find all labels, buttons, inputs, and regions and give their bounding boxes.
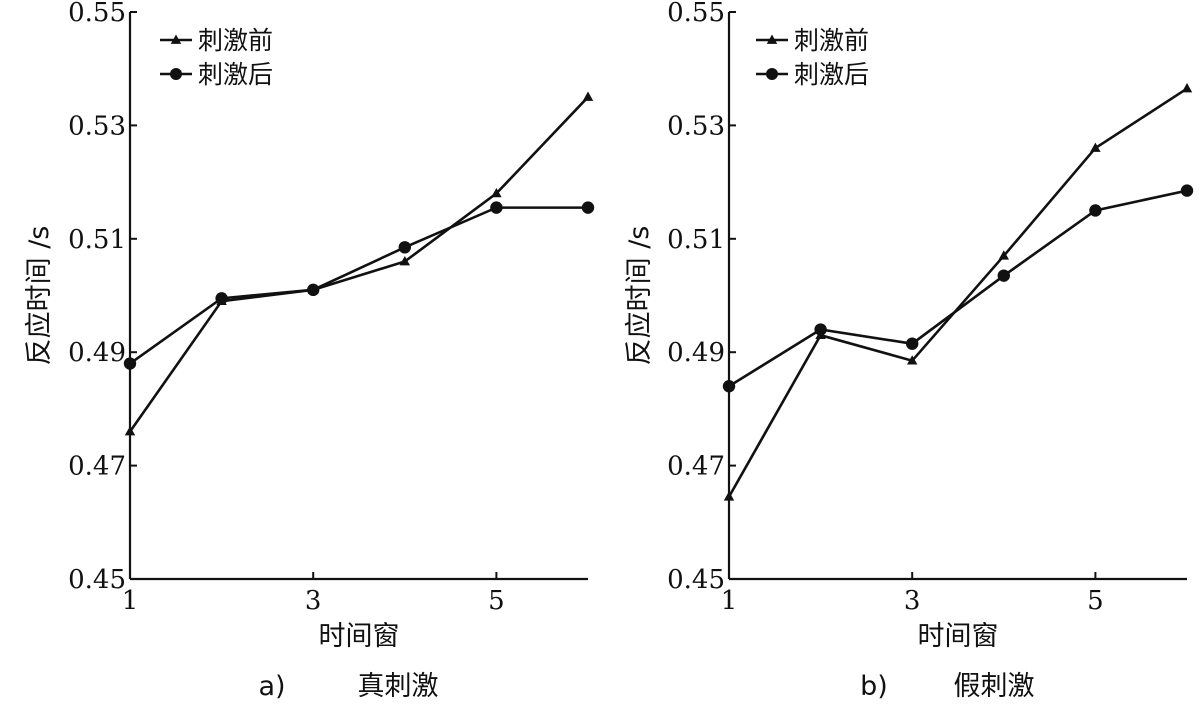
x-axis-title: 时间窗 bbox=[918, 621, 999, 652]
data-point-circle bbox=[722, 380, 736, 393]
y-tick-label: 0.55 bbox=[667, 0, 725, 28]
y-tick-label: 0.51 bbox=[68, 225, 126, 255]
legend-marker-circle bbox=[766, 68, 778, 80]
x-tick-label: 5 bbox=[488, 586, 505, 616]
legend-label: 刺激后 bbox=[198, 60, 273, 89]
series-line-1 bbox=[728, 189, 1188, 388]
data-point-circle bbox=[215, 292, 228, 305]
series-line-0 bbox=[727, 87, 1188, 498]
data-point-triangle bbox=[1090, 142, 1101, 152]
y-tick-label: 0.53 bbox=[667, 111, 725, 141]
y-tick-label: 0.49 bbox=[68, 338, 126, 368]
data-point-circle bbox=[997, 269, 1010, 282]
legend-label: 刺激后 bbox=[794, 60, 869, 89]
y-tick-label: 0.53 bbox=[68, 111, 126, 141]
x-tick-label: 1 bbox=[122, 586, 139, 616]
series-line-1 bbox=[129, 206, 588, 365]
data-point-triangle bbox=[399, 255, 411, 266]
x-tick-label: 3 bbox=[904, 586, 921, 616]
y-axis-title: 反应时间 /s bbox=[624, 226, 655, 366]
data-point-triangle bbox=[491, 187, 502, 198]
data-point-circle bbox=[490, 201, 503, 214]
data-point-triangle bbox=[723, 491, 735, 501]
data-point-triangle bbox=[1181, 83, 1193, 93]
data-point-triangle bbox=[906, 355, 918, 365]
series-line-0 bbox=[128, 96, 589, 433]
panel-b-label: b) bbox=[860, 671, 888, 702]
data-point-circle bbox=[307, 283, 320, 297]
data-point-circle bbox=[398, 241, 411, 254]
data-point-triangle bbox=[998, 250, 1010, 260]
y-tick-label: 0.45 bbox=[68, 565, 126, 595]
panel-b: b) 假刺激 0.45 0.47 0.49 0.51 0.53 0.55 1 3 5 时间窗 反应时… bbox=[624, 0, 1194, 702]
data-point-circle bbox=[906, 337, 919, 350]
legend-marker-triangle bbox=[170, 34, 182, 44]
panel-a-caption: 真刺激 bbox=[358, 671, 439, 702]
panel-a: a) 真刺激 0.45 0.47 0.49 0.51 0.53 0.55 1 3 5 时间窗 反应时… bbox=[24, 0, 595, 702]
legend-marker-triangle bbox=[766, 34, 778, 44]
data-point-circle bbox=[123, 357, 137, 370]
x-tick-label: 5 bbox=[1087, 586, 1104, 616]
x-tick-label: 1 bbox=[721, 586, 738, 616]
legend-label: 刺激前 bbox=[794, 26, 869, 55]
y-axis-title: 反应时间 /s bbox=[24, 226, 55, 366]
y-tick-label: 0.51 bbox=[667, 225, 725, 255]
y-tick-label: 0.55 bbox=[68, 0, 126, 28]
y-tick-label: 0.47 bbox=[68, 452, 126, 482]
y-tick-label: 0.49 bbox=[667, 338, 725, 368]
data-point-triangle bbox=[582, 91, 594, 101]
x-axis-title: 时间窗 bbox=[319, 621, 400, 652]
x-tick-label: 3 bbox=[305, 586, 322, 616]
data-point-circle bbox=[1180, 184, 1194, 197]
legend-label: 刺激前 bbox=[198, 26, 273, 55]
data-point-circle bbox=[581, 201, 595, 214]
panel-a-label: a) bbox=[258, 671, 285, 702]
data-point-circle bbox=[1089, 204, 1102, 217]
data-point-circle bbox=[814, 323, 827, 336]
panel-b-caption: 假刺激 bbox=[954, 671, 1035, 702]
legend-marker-circle bbox=[170, 68, 182, 80]
y-tick-label: 0.47 bbox=[667, 452, 725, 482]
y-tick-label: 0.45 bbox=[667, 565, 725, 595]
data-point-triangle bbox=[124, 426, 136, 436]
